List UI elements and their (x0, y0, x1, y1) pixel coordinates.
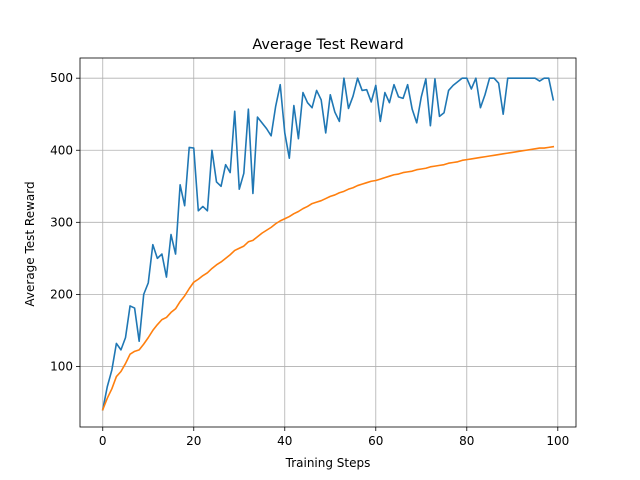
y-tick-label: 100 (50, 359, 73, 373)
y-axis-label: Average Test Reward (23, 181, 37, 306)
axis-ticks: 0 20 40 60 80 100 100 200 300 400 500 (50, 71, 569, 448)
plot-frame (79, 57, 577, 428)
chart-title: Average Test Reward (252, 37, 403, 53)
series-group (101, 77, 555, 411)
y-tick-label: 300 (50, 215, 73, 229)
series-line-1 (101, 77, 555, 411)
x-tick-label: 100 (546, 434, 569, 448)
x-tick-label: 60 (368, 434, 383, 448)
x-tick-label: 20 (186, 434, 201, 448)
grid (80, 58, 576, 427)
y-tick-label: 400 (50, 143, 73, 157)
x-tick-label: 0 (99, 434, 107, 448)
y-tick-label: 500 (50, 71, 73, 85)
series-line-2 (101, 145, 555, 411)
x-axis-label: Training Steps (285, 456, 371, 470)
y-tick-label: 200 (50, 287, 73, 301)
x-tick-label: 80 (459, 434, 474, 448)
x-tick-label: 40 (277, 434, 292, 448)
